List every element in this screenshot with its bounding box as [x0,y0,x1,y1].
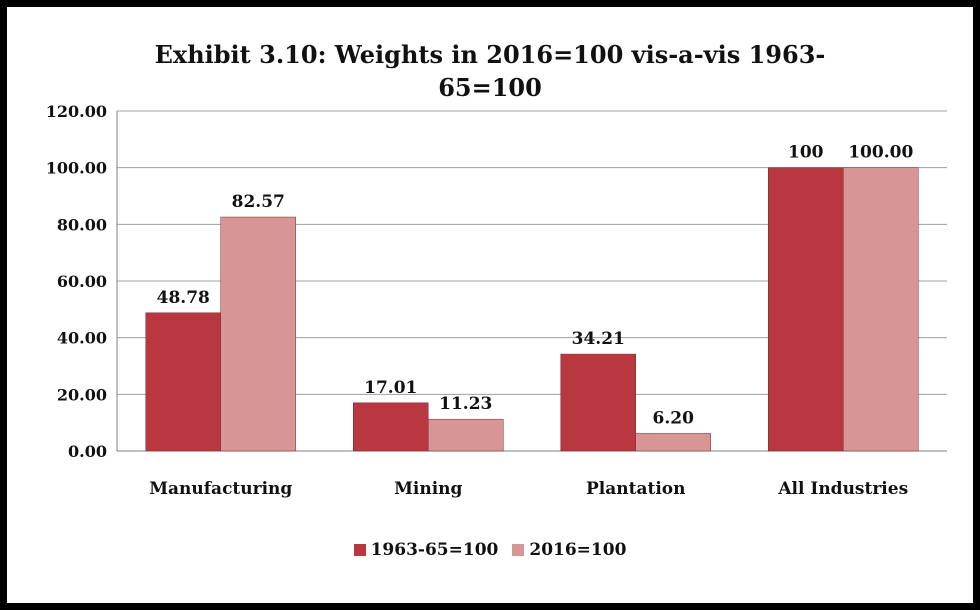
bar-mining-series-2 [428,418,504,452]
data-label-plantation-series-2: 6.20 [653,408,695,428]
x-category-label-mining: Mining [394,479,462,499]
y-tick-label-4: 80.00 [57,215,107,234]
bar-mining-series-1 [353,402,429,452]
chart-title-line-1: Exhibit 3.10: Weights in 2016=100 vis-a-… [154,40,826,69]
data-label-manufacturing-series-2: 82.57 [232,192,285,212]
legend-label-series-2: 2016=100 [529,540,627,560]
x-category-label-plantation: Plantation [586,479,686,499]
bar-plantation-series-1 [560,353,636,452]
bar-plantation-series-2 [635,433,711,452]
data-label-plantation-series-1: 34.21 [572,329,625,349]
bar-chart: 0.00 20.00 40.00 60.00 80.00 100.00 120.00 48.7… [46,102,947,499]
legend-label-series-1: 1963-65=100 [370,540,499,560]
y-tick-label-5: 100.00 [46,159,107,178]
legend-item-series-2: 2016=100 [512,540,626,560]
y-tick-label-0: 0.00 [68,442,107,461]
bar-manufacturing-series-2 [220,216,296,452]
y-tick-label-3: 60.00 [57,272,107,291]
x-category-label-all-industries: All Industries [777,479,908,499]
data-label-mining-series-2: 11.23 [439,394,492,414]
data-label-all-industries-series-2: 100.00 [848,143,913,163]
y-tick-label-1: 20.00 [57,385,107,404]
legend-item-series-1: 1963-65=100 [353,540,499,560]
legend-swatch-series-2 [512,544,525,556]
chart-title-line-2: 65=100 [438,73,542,102]
y-tick-label-6: 120.00 [46,102,107,121]
legend-swatch-series-1 [353,544,366,556]
data-label-all-industries-series-1: 100 [788,143,824,163]
y-tick-label-2: 40.00 [57,329,107,348]
chart-frame: Exhibit 3.10: Weights in 2016=100 vis-a-… [7,7,973,603]
data-label-mining-series-1: 17.01 [364,378,417,398]
data-label-manufacturing-series-1: 48.78 [157,288,210,308]
bar-all-industries-series-1 [768,167,844,452]
x-category-label-manufacturing: Manufacturing [149,479,292,499]
chart-legend: 1963-65=100 2016=100 [7,540,973,560]
bar-manufacturing-series-1 [145,312,221,452]
bar-all-industries-series-2 [843,167,919,452]
